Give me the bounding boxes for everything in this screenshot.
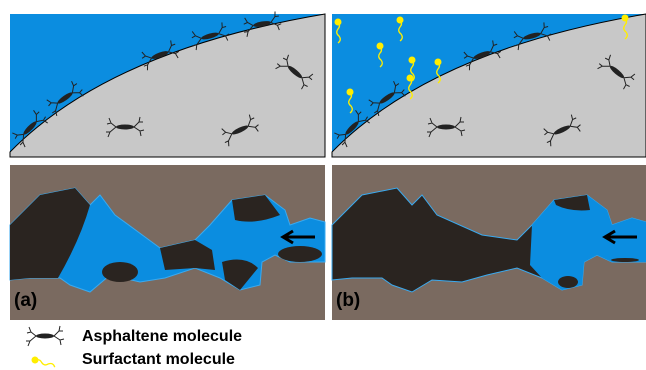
panel-label: (b) [336, 290, 360, 311]
panel-bottom-b: (b) [332, 165, 646, 320]
legend-label: Asphaltene molecule [82, 328, 242, 345]
legend: Asphaltene molecule Surfactant molecule [26, 326, 242, 370]
panel-label: (a) [14, 290, 37, 311]
legend-label: Surfactant molecule [82, 351, 235, 368]
panel-top-a [9, 11, 325, 157]
figure: (a) (b) Asphaltene molecule Surfactant m… [0, 0, 646, 370]
panel-top-b [331, 14, 646, 157]
panel-bottom-a: (a) [10, 165, 325, 320]
